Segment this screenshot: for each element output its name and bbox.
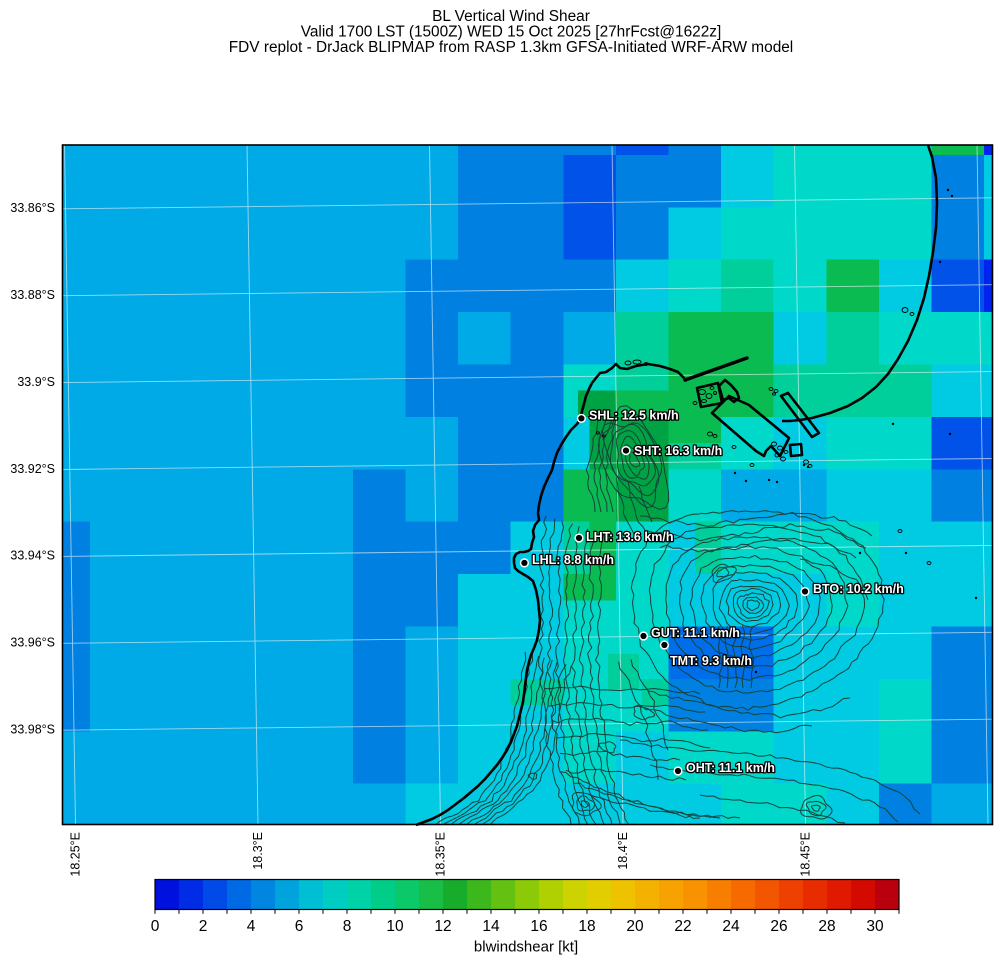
svg-text:16: 16: [530, 918, 547, 935]
svg-text:8: 8: [343, 918, 352, 935]
svg-text:SHL: 12.5 km/h: SHL: 12.5 km/h: [589, 408, 679, 422]
svg-text:SHT: 16.3 km/h: SHT: 16.3 km/h: [634, 444, 722, 458]
svg-text:18.45°E: 18.45°E: [799, 832, 813, 877]
svg-text:12: 12: [434, 918, 451, 935]
svg-text:Valid 1700 LST (1500Z) WED 15: Valid 1700 LST (1500Z) WED 15 Oct 2025 […: [301, 24, 722, 41]
svg-text:LHL: 8.8 km/h: LHL: 8.8 km/h: [532, 553, 614, 567]
svg-text:33.98°S: 33.98°S: [10, 723, 55, 737]
svg-text:18.35°E: 18.35°E: [434, 832, 448, 877]
svg-text:20: 20: [626, 918, 644, 935]
svg-text:blwindshear [kt]: blwindshear [kt]: [474, 939, 578, 956]
svg-text:24: 24: [722, 918, 740, 935]
svg-text:BTO: 10.2 km/h: BTO: 10.2 km/h: [813, 582, 904, 596]
svg-text:33.88°S: 33.88°S: [10, 288, 55, 302]
svg-text:18.4°E: 18.4°E: [616, 832, 630, 870]
svg-text:26: 26: [770, 918, 787, 935]
svg-text:18.3°E: 18.3°E: [251, 832, 265, 870]
svg-text:0: 0: [151, 918, 160, 935]
svg-text:33.86°S: 33.86°S: [10, 201, 55, 215]
svg-text:BL Vertical Wind Shear: BL Vertical Wind Shear: [432, 8, 590, 25]
svg-text:33.96°S: 33.96°S: [10, 636, 55, 650]
svg-text:33.9°S: 33.9°S: [17, 375, 55, 389]
svg-text:18: 18: [578, 918, 595, 935]
svg-text:22: 22: [674, 918, 691, 935]
svg-text:GUT: 11.1 km/h: GUT: 11.1 km/h: [651, 626, 740, 640]
svg-text:2: 2: [199, 918, 208, 935]
svg-text:14: 14: [482, 918, 500, 935]
svg-text:FDV replot - DrJack BLIPMAP fr: FDV replot - DrJack BLIPMAP from RASP 1.…: [229, 39, 793, 56]
svg-text:OHT: 11.1 km/h: OHT: 11.1 km/h: [686, 761, 775, 775]
svg-text:TMT: 9.3 km/h: TMT: 9.3 km/h: [670, 654, 752, 668]
svg-text:18.25°E: 18.25°E: [69, 832, 83, 877]
svg-text:33.92°S: 33.92°S: [10, 462, 55, 476]
svg-text:28: 28: [818, 918, 835, 935]
svg-text:33.94°S: 33.94°S: [10, 549, 55, 563]
svg-text:6: 6: [295, 918, 304, 935]
svg-text:LHT: 13.6 km/h: LHT: 13.6 km/h: [586, 530, 674, 544]
svg-text:30: 30: [866, 918, 884, 935]
svg-text:4: 4: [247, 918, 256, 935]
svg-text:10: 10: [386, 918, 404, 935]
